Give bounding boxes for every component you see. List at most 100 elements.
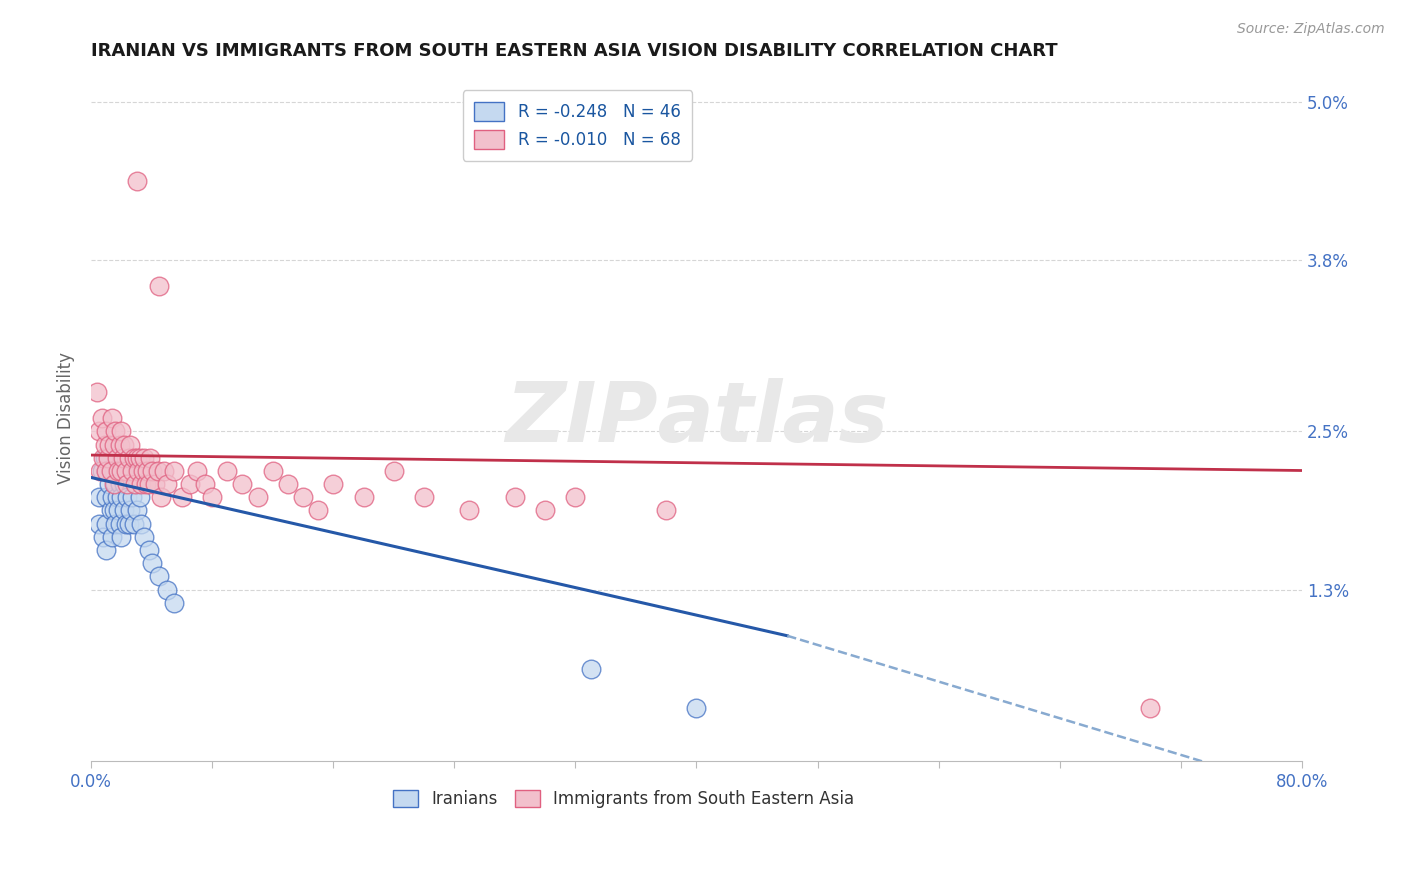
Point <box>136 464 159 478</box>
Point <box>503 490 526 504</box>
Text: IRANIAN VS IMMIGRANTS FROM SOUTH EASTERN ASIA VISION DISABILITY CORRELATION CHAR: IRANIAN VS IMMIGRANTS FROM SOUTH EASTERN… <box>91 42 1057 60</box>
Point <box>122 516 145 531</box>
Point <box>146 464 169 478</box>
Legend: Iranians, Immigrants from South Eastern Asia: Iranians, Immigrants from South Eastern … <box>387 783 860 814</box>
Point <box>104 516 127 531</box>
Point <box>129 477 152 491</box>
Point <box>122 450 145 465</box>
Point <box>96 425 118 439</box>
Point <box>98 437 121 451</box>
Point <box>121 490 143 504</box>
Point <box>125 503 148 517</box>
Point <box>125 477 148 491</box>
Point <box>138 543 160 558</box>
Point <box>115 464 138 478</box>
Point <box>89 464 111 478</box>
Point <box>103 503 125 517</box>
Point <box>217 464 239 478</box>
Point <box>156 477 179 491</box>
Point <box>138 477 160 491</box>
Point <box>128 490 150 504</box>
Point <box>134 450 156 465</box>
Point <box>118 450 141 465</box>
Point <box>127 464 149 478</box>
Point <box>125 450 148 465</box>
Point <box>94 437 117 451</box>
Point <box>90 464 112 478</box>
Point <box>118 464 141 478</box>
Point <box>163 464 186 478</box>
Point <box>194 477 217 491</box>
Point <box>114 477 136 491</box>
Point <box>118 516 141 531</box>
Point <box>125 174 148 188</box>
Point <box>129 516 152 531</box>
Point <box>382 464 405 478</box>
Point <box>87 425 110 439</box>
Point <box>98 477 121 491</box>
Point <box>108 516 131 531</box>
Point <box>179 477 201 491</box>
Point <box>117 490 139 504</box>
Point <box>534 503 557 517</box>
Point <box>163 596 186 610</box>
Point <box>111 450 134 465</box>
Point <box>141 464 163 478</box>
Point <box>277 477 299 491</box>
Point <box>120 437 142 451</box>
Point <box>120 503 142 517</box>
Point <box>262 464 284 478</box>
Point <box>114 503 136 517</box>
Point <box>100 464 122 478</box>
Point <box>96 464 118 478</box>
Point <box>156 582 179 597</box>
Point <box>107 503 129 517</box>
Point <box>108 437 131 451</box>
Point <box>413 490 436 504</box>
Point <box>108 477 131 491</box>
Point <box>107 464 129 478</box>
Point <box>170 490 193 504</box>
Point <box>87 516 110 531</box>
Point <box>100 503 122 517</box>
Point <box>104 425 127 439</box>
Point <box>96 464 118 478</box>
Point <box>292 490 315 504</box>
Text: ZIP​atlas: ZIP​atlas <box>505 377 889 458</box>
Text: Source: ZipAtlas.com: Source: ZipAtlas.com <box>1237 22 1385 37</box>
Point <box>579 662 602 676</box>
Point <box>148 279 170 293</box>
Point <box>353 490 375 504</box>
Point <box>246 490 269 504</box>
Point <box>148 569 170 583</box>
Point <box>110 490 132 504</box>
Point <box>111 464 134 478</box>
Point <box>96 543 118 558</box>
Point <box>685 701 707 715</box>
Point <box>322 477 344 491</box>
Point <box>135 477 157 491</box>
Point <box>105 490 128 504</box>
Point <box>90 411 112 425</box>
Point <box>143 477 166 491</box>
Point <box>107 464 129 478</box>
Point <box>101 411 124 425</box>
Point <box>115 516 138 531</box>
Point <box>152 464 174 478</box>
Point <box>134 530 156 544</box>
Point <box>101 490 124 504</box>
Point <box>131 464 153 478</box>
Point <box>96 490 118 504</box>
Point <box>86 384 108 399</box>
Point <box>114 437 136 451</box>
Point <box>124 477 146 491</box>
Point <box>96 516 118 531</box>
Point <box>307 503 329 517</box>
Point <box>117 477 139 491</box>
Point <box>103 477 125 491</box>
Point <box>110 425 132 439</box>
Point <box>141 556 163 570</box>
Point <box>87 490 110 504</box>
Point <box>105 450 128 465</box>
Point <box>201 490 224 504</box>
